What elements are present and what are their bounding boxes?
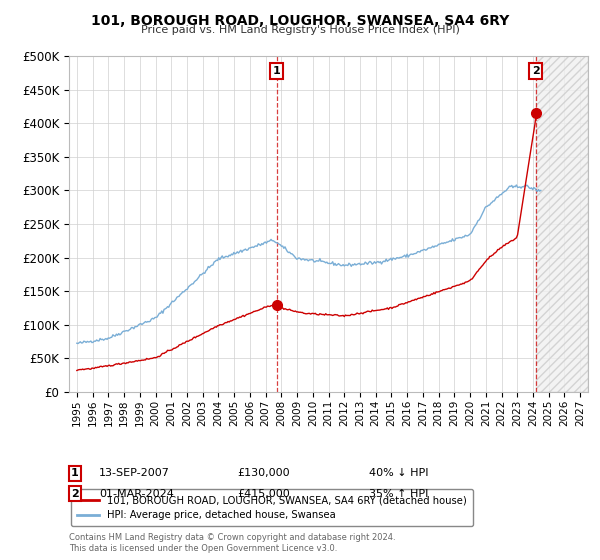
- Text: £130,000: £130,000: [237, 468, 290, 478]
- Text: 01-MAR-2024: 01-MAR-2024: [99, 489, 174, 499]
- Text: 2: 2: [71, 489, 79, 499]
- Text: Contains HM Land Registry data © Crown copyright and database right 2024.
This d: Contains HM Land Registry data © Crown c…: [69, 533, 395, 553]
- Legend: 101, BOROUGH ROAD, LOUGHOR, SWANSEA, SA4 6RY (detached house), HPI: Average pric: 101, BOROUGH ROAD, LOUGHOR, SWANSEA, SA4…: [71, 489, 473, 526]
- Text: 13-SEP-2007: 13-SEP-2007: [99, 468, 170, 478]
- Text: 1: 1: [71, 468, 79, 478]
- Text: 35% ↑ HPI: 35% ↑ HPI: [369, 489, 428, 499]
- Text: £415,000: £415,000: [237, 489, 290, 499]
- Text: 40% ↓ HPI: 40% ↓ HPI: [369, 468, 428, 478]
- Text: 101, BOROUGH ROAD, LOUGHOR, SWANSEA, SA4 6RY: 101, BOROUGH ROAD, LOUGHOR, SWANSEA, SA4…: [91, 14, 509, 28]
- Text: 2: 2: [532, 66, 539, 76]
- Text: 1: 1: [273, 66, 281, 76]
- Text: Price paid vs. HM Land Registry's House Price Index (HPI): Price paid vs. HM Land Registry's House …: [140, 25, 460, 35]
